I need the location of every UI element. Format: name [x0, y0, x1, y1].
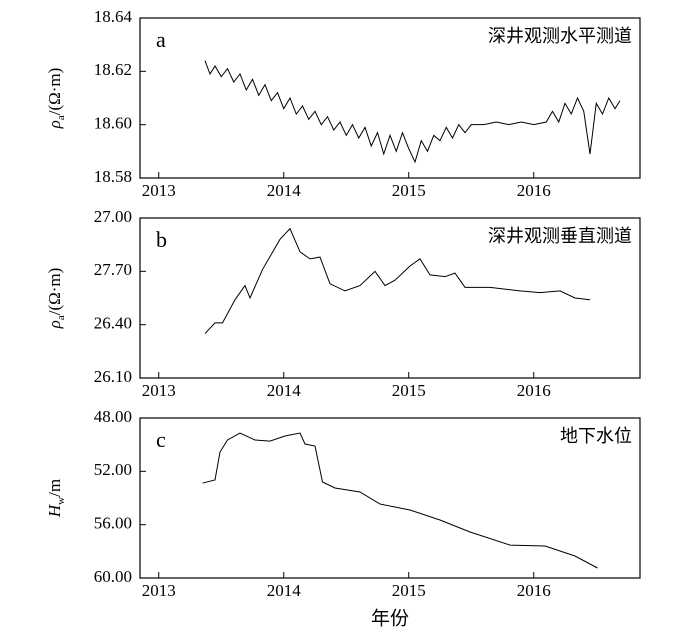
x-tick-label: 2015 [392, 381, 426, 400]
y-label-unit: /(Ω·m) [45, 68, 64, 116]
x-tick-label: 2016 [517, 181, 551, 200]
y-tick-label: 48.00 [94, 407, 132, 426]
x-tick-label: 2013 [142, 381, 176, 400]
y-label-subscript: a [55, 315, 67, 320]
panel-title: 地下水位 [560, 426, 632, 446]
y-tick-label: 56.00 [94, 514, 132, 533]
y-label-unit: /(Ω·m) [45, 268, 64, 316]
panel-title: 深井观测水平测道 [488, 26, 632, 46]
x-tick-label: 2015 [392, 181, 426, 200]
data-line [204, 227, 591, 334]
y-tick-label: 18.64 [94, 7, 133, 26]
y-axis-label: ρa/(Ω·m) [45, 68, 67, 130]
x-tick-label: 2016 [517, 581, 551, 600]
x-tick-label: 2014 [267, 581, 302, 600]
panel-letter: b [156, 227, 167, 252]
plot-frame [139, 217, 641, 379]
y-tick-label: 52.00 [94, 460, 132, 479]
y-label-unit: /m [45, 479, 64, 497]
y-tick-label: 18.60 [94, 114, 132, 133]
y-label-symbol: ρ [45, 120, 64, 129]
plot-frame [139, 17, 641, 179]
x-tick-label: 2014 [267, 181, 302, 200]
x-axis-label: 年份 [371, 607, 409, 629]
x-tick-label: 2015 [392, 581, 426, 600]
y-tick-label: 60.00 [94, 567, 132, 586]
y-label-subscript: a [55, 115, 67, 120]
panel-title: 深井观测垂直测道 [488, 226, 632, 246]
x-tick-label: 2014 [267, 381, 302, 400]
y-tick-label: 26.10 [94, 367, 132, 386]
y-label-subscript: w [55, 497, 67, 505]
y-axis-label: ρa/(Ω·m) [45, 268, 67, 330]
data-line [202, 432, 598, 569]
y-tick-label: 18.58 [94, 167, 132, 186]
y-tick-label: 26.40 [94, 314, 132, 333]
y-tick-label: 27.70 [94, 260, 132, 279]
x-tick-label: 2016 [517, 381, 551, 400]
data-line [204, 60, 621, 164]
plot-frame [139, 417, 641, 579]
x-tick-label: 2013 [142, 181, 176, 200]
y-tick-label: 27.00 [94, 207, 132, 226]
x-tick-label: 2013 [142, 581, 176, 600]
y-axis-label: Hw/m [45, 479, 67, 518]
y-label-symbol: H [45, 503, 64, 518]
panel-letter: c [156, 427, 166, 452]
y-tick-label: 18.62 [94, 60, 132, 79]
panel-letter: a [156, 27, 166, 52]
y-label-symbol: ρ [45, 320, 64, 329]
